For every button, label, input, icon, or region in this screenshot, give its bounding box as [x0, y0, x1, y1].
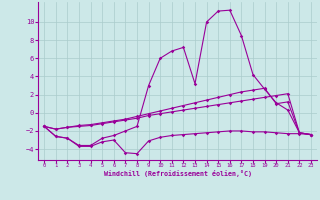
- X-axis label: Windchill (Refroidissement éolien,°C): Windchill (Refroidissement éolien,°C): [104, 170, 252, 177]
